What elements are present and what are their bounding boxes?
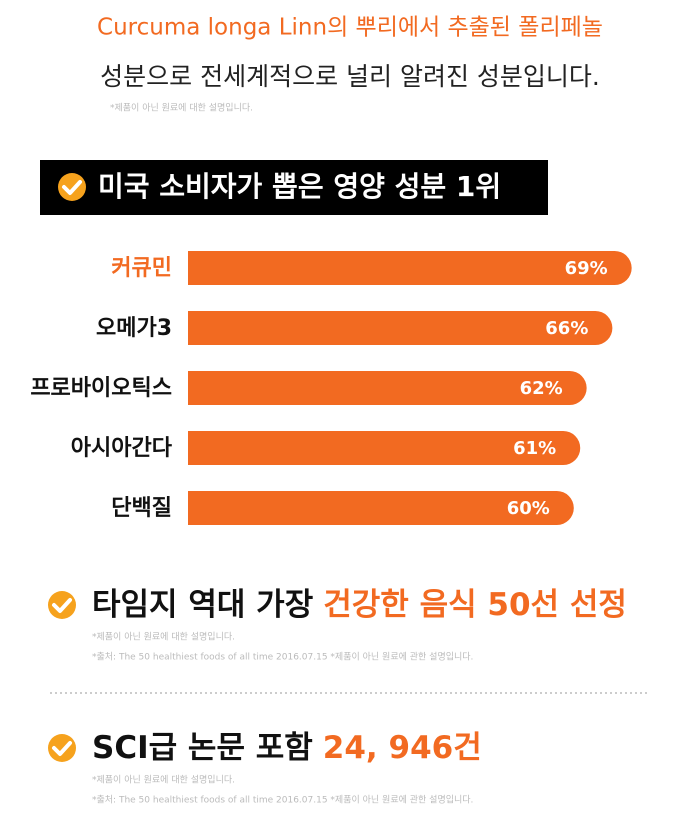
check-mark [52, 741, 72, 756]
title-highlight: 건강한 음식 50선 선정 [323, 587, 627, 623]
category-label: 아시아간다 [71, 436, 173, 461]
section-title: 타임지 역대 가장 건강한 음식 50선 선정 [92, 587, 627, 623]
section-note: *출처: The 50 healthiest foods of all time… [92, 794, 473, 806]
bar [188, 491, 574, 525]
check-icon [58, 173, 86, 201]
chart-title: 미국 소비자가 뽑은 영양 성분 1위 [98, 170, 501, 203]
section-note: *제품이 아닌 원료에 대한 설명입니다. [92, 631, 235, 643]
value-label: 60% [507, 498, 550, 519]
title-highlight: 24, 946건 [323, 730, 482, 766]
check-circle [48, 734, 76, 762]
check-mark [52, 598, 72, 613]
bar [188, 431, 581, 465]
category-label: 프로바이오틱스 [30, 376, 172, 401]
header-note: *제품이 아닌 원료에 대한 설명입니다. [110, 102, 253, 114]
check-icon [48, 734, 76, 762]
category-label: 오메가3 [96, 316, 172, 341]
section-title: SCI급 논문 포함 24, 946건 [92, 730, 482, 766]
bar [188, 251, 632, 285]
header-line1: Curcuma longa Linn의 뿌리에서 추출된 폴리페놀 [97, 15, 603, 41]
check-circle [48, 591, 76, 619]
header-line2: 성분으로 전세계적으로 널리 알려진 성분입니다. [100, 62, 600, 91]
title-text: SCI급 논문 포함 [92, 730, 313, 766]
section-note: *출처: The 50 healthiest foods of all time… [92, 651, 473, 663]
section-note: *제품이 아닌 원료에 대한 설명입니다. [92, 774, 235, 786]
value-label: 69% [565, 258, 608, 279]
bar [188, 311, 613, 345]
check-icon [48, 591, 76, 619]
category-label: 커큐민 [111, 256, 172, 281]
value-label: 61% [513, 438, 556, 459]
value-label: 62% [520, 378, 563, 399]
title-text: 타임지 역대 가장 [92, 587, 313, 623]
value-label: 66% [545, 318, 588, 339]
bar [188, 371, 587, 405]
category-label: 단백질 [111, 496, 172, 521]
title-box [40, 160, 548, 215]
